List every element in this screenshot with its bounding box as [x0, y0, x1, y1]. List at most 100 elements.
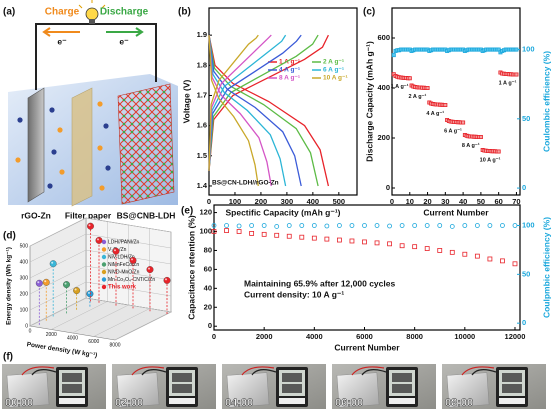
- grid-line: [29, 233, 87, 263]
- marker: [337, 237, 342, 243]
- marker: [425, 86, 430, 91]
- x-tick-label: 4000: [306, 332, 323, 341]
- legend-marker: [101, 254, 107, 260]
- marker: [514, 47, 519, 52]
- marker: [274, 224, 280, 229]
- grid-line: [114, 311, 172, 341]
- y-tick-label: 1.7: [197, 90, 207, 99]
- ldh-electrode: [117, 83, 175, 205]
- battery-pack: [336, 372, 380, 408]
- marker: [487, 223, 493, 228]
- legend-marker: [101, 269, 107, 275]
- hygrometer-digits: [502, 384, 522, 393]
- wire: [21, 366, 55, 376]
- ball: [86, 290, 94, 298]
- ball: [146, 266, 154, 274]
- grid-line: [29, 281, 87, 311]
- x-tick-label: 70: [512, 197, 520, 206]
- legend-marker: [101, 239, 107, 245]
- electron-label: e⁻: [119, 36, 129, 46]
- legend-label: Mn-Co₃O₄-CNT/C/Zn: [108, 277, 155, 283]
- legend-label: LDH//PANI/Zn: [108, 239, 140, 245]
- y-tick-label: 100: [199, 226, 212, 235]
- y-tick-label: 20: [204, 302, 212, 311]
- annotation: 4 A g⁻¹: [426, 110, 444, 117]
- marker: [412, 223, 418, 228]
- y-tick-label: 1.5: [197, 151, 207, 160]
- marker: [211, 229, 217, 234]
- ion: [57, 127, 63, 133]
- legend-label: NiV-LDH/Zn: [108, 254, 135, 260]
- time-label: 02:00: [115, 397, 143, 409]
- x-axis-title: Current Number: [423, 207, 489, 217]
- y-tick-label: 1.6: [197, 121, 207, 130]
- x-tick-label: 20: [423, 197, 431, 206]
- marker: [387, 223, 392, 229]
- gcd-curve: [208, 34, 259, 171]
- grid-line: [72, 304, 129, 334]
- x-tick-label: 500: [333, 197, 346, 206]
- ball-highlight: [88, 224, 91, 227]
- x-tick-label: 0: [29, 328, 32, 334]
- marker: [286, 223, 292, 228]
- marker: [474, 253, 480, 259]
- gcd-curve: [208, 34, 319, 187]
- legend-label: NiVD-MnO/Zn: [108, 269, 140, 275]
- bulb-base: [89, 19, 95, 24]
- panel-label: (b): [178, 7, 191, 18]
- hygrometer-digits: [62, 373, 82, 382]
- y2-tick-label: 100: [522, 220, 535, 229]
- hygrometer-panel: [279, 398, 305, 404]
- hygrometer-digits: [282, 384, 302, 393]
- marker: [437, 223, 443, 228]
- y-axis-title: Capacitance retention (%): [186, 215, 196, 320]
- marker: [374, 240, 380, 246]
- y-axis-title: Discharge Capacity (mAh g⁻¹): [364, 41, 374, 162]
- y2-tick-label: 50: [522, 114, 530, 123]
- photo: 06:00: [332, 364, 436, 409]
- electron-label: e⁻: [57, 36, 67, 46]
- discharge-label: Discharge: [100, 7, 149, 18]
- grid-line: [29, 249, 87, 279]
- legend-label: NiMnFeCo/Zn: [108, 262, 139, 268]
- x-tick-label: 50: [477, 197, 485, 206]
- ball-highlight: [97, 238, 99, 241]
- annotation: 2 A g⁻¹: [409, 93, 427, 100]
- annotation: 1 A g⁻¹: [499, 80, 517, 87]
- y-axis-title: Voltage (V): [181, 79, 191, 123]
- charge-arrow: [42, 27, 80, 37]
- zn-electrode: [27, 87, 45, 203]
- marker: [261, 231, 267, 237]
- y2-axis-title: Coulpmbic efficiency (%): [541, 217, 551, 318]
- y-tick-label: 60: [204, 264, 212, 273]
- hygrometer-panel: [59, 398, 85, 404]
- grid-line: [93, 308, 150, 337]
- battery-pack: [116, 372, 160, 408]
- annotation: Current density: 10 A g⁻¹: [244, 289, 344, 299]
- ion: [15, 157, 21, 163]
- ball: [63, 281, 70, 289]
- marker: [324, 236, 330, 242]
- y-tick-label: 0: [386, 183, 390, 192]
- ball: [42, 278, 50, 286]
- battery-pack: [6, 372, 50, 408]
- wire: [461, 366, 495, 376]
- x-tick-label: 60: [494, 197, 502, 206]
- hygrometer-digits: [392, 373, 412, 382]
- x-axis-title: Power density (W kg⁻¹): [26, 341, 98, 359]
- marker: [449, 249, 455, 255]
- marker: [412, 244, 418, 250]
- marker: [399, 243, 405, 249]
- marker: [424, 223, 430, 228]
- bulb-rays: [78, 0, 106, 9]
- panel-label: (d): [3, 231, 16, 242]
- marker: [500, 258, 505, 264]
- legend-label: 6 A g⁻¹: [323, 67, 344, 74]
- x-tick-label: 400: [307, 197, 320, 206]
- hygrometer-digits: [172, 373, 192, 382]
- gcd-curve: [208, 34, 330, 187]
- y-tick-label: 600: [377, 33, 390, 42]
- ball: [73, 287, 81, 294]
- ball: [163, 276, 171, 284]
- y-axis-title: Energy density (Wh kg⁻¹): [6, 247, 13, 325]
